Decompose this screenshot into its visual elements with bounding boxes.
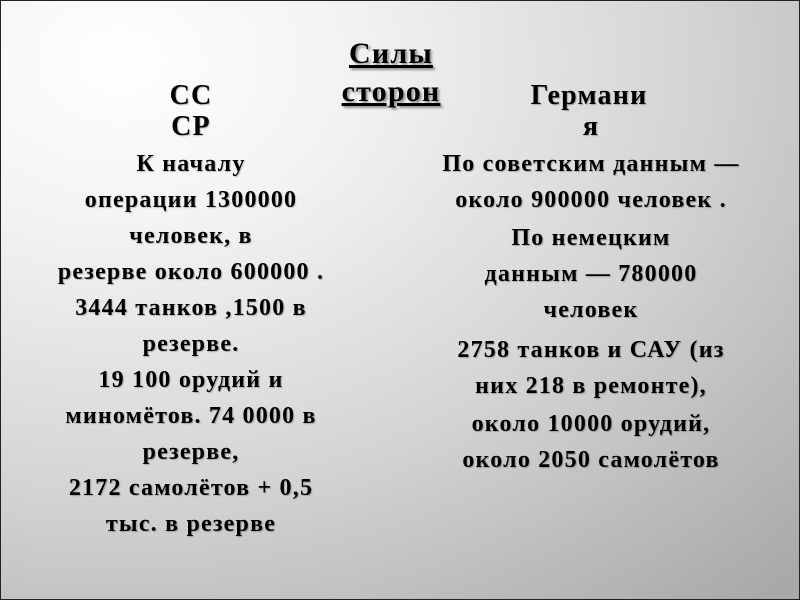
ussr-text-line: К началу (136, 151, 246, 177)
germany-text-line: около 2050 самолётов (462, 447, 720, 473)
ussr-text-line: человек, в (129, 223, 253, 249)
slide-title-line-2: сторон (341, 75, 441, 108)
germany-text-line: 2758 танков и САУ (из (457, 337, 725, 363)
ussr-heading-line-1: СС (169, 80, 213, 111)
ussr-text-line: тыс. в резерве (105, 511, 277, 537)
ussr-text-line: операции 1300000 (84, 187, 298, 213)
germany-text-line: около 900000 человек . (455, 187, 727, 213)
germany-text-line: По немецким (511, 225, 671, 251)
germany-text-line: человек (543, 297, 639, 323)
ussr-text-line: резерве около 600000 . (57, 259, 325, 285)
germany-text-line: них 218 в ремонте), (475, 373, 707, 399)
ussr-text-line: 19 100 орудий и (98, 367, 284, 393)
ussr-text-line: 3444 танков ,1500 в (75, 295, 307, 321)
ussr-text-line: 2172 самолётов + 0,5 (68, 475, 314, 501)
germany-text-line: По советским данным — (442, 151, 740, 177)
ussr-text-line: резерве, (142, 439, 240, 465)
ussr-text-line: миномётов. 74 0000 в (65, 403, 317, 429)
germany-text-line: около 10000 орудий, (471, 411, 711, 437)
slide-title-line-1: Силы (348, 37, 434, 70)
germany-heading-line-2: я (582, 111, 600, 142)
ussr-heading-line-2: СР (171, 111, 211, 142)
ussr-text-line: резерве. (142, 331, 240, 357)
germany-text-line: данным — 780000 (484, 261, 698, 287)
germany-heading-line-1: Германи (530, 80, 648, 111)
